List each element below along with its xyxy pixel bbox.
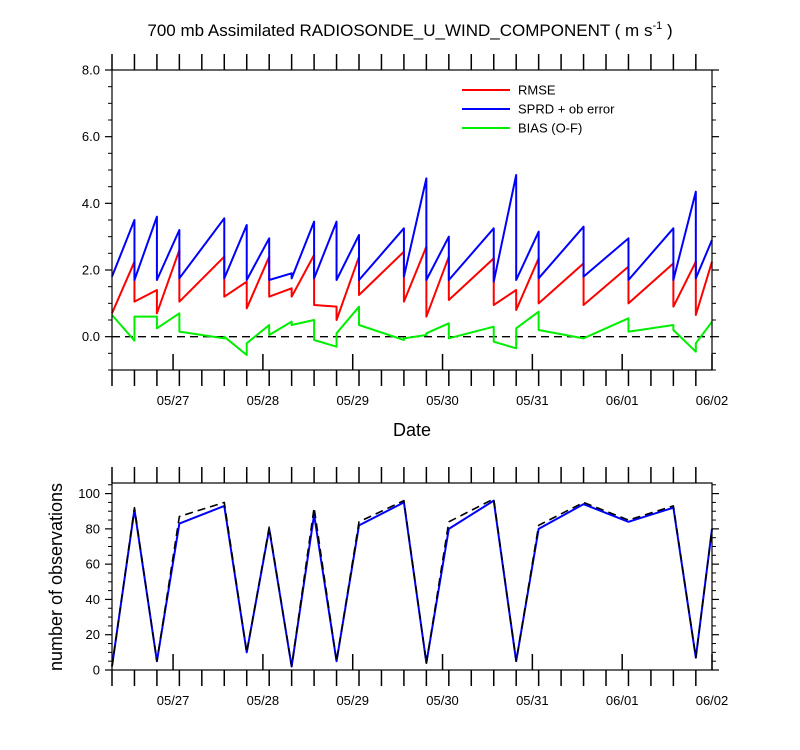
x-tick-label: 05/27 (157, 393, 190, 408)
top-x-axis: 05/27 05/28 05/29 05/30 05/31 06/01 06/02 (111, 54, 729, 408)
x-tick-label: 05/30 (426, 393, 459, 408)
bottom-y-axis: 0 20 40 60 80 100 (78, 484, 719, 678)
bottom-series-group (111, 498, 713, 668)
x-tick-label: 06/02 (696, 393, 729, 408)
x-tick-label: 05/28 (247, 393, 280, 408)
series-line-bias-o-f (111, 305, 713, 356)
legend-label: RMSE (518, 83, 556, 98)
y-tick-label: 0.0 (82, 329, 100, 344)
top-series-group (111, 174, 713, 356)
x-tick-label: 06/01 (606, 393, 639, 408)
chart-title: 700 mb Assimilated RADIOSONDE_U_WIND_COM… (147, 20, 672, 40)
legend: RMSE SPRD + ob error BIAS (O-F) (462, 83, 615, 136)
x-tick-label: 06/02 (696, 693, 729, 708)
y-tick-label: 4.0 (82, 196, 100, 211)
y-tick-label: 40 (86, 592, 100, 607)
x-tick-label: 05/28 (247, 693, 280, 708)
x-tick-label: 06/01 (606, 693, 639, 708)
x-tick-label: 05/31 (516, 393, 549, 408)
top-y-axis: 0.0 2.0 4.0 6.0 8.0 (82, 63, 719, 371)
y-tick-label: 60 (86, 557, 100, 572)
legend-label: SPRD + ob error (518, 102, 615, 117)
y-tick-label: 6.0 (82, 129, 100, 144)
series-line-possible (111, 498, 713, 668)
y-tick-label: 20 (86, 627, 100, 642)
series-line-assimilated (111, 499, 713, 668)
y-tick-label: 8.0 (82, 63, 100, 78)
y-tick-label: 100 (78, 486, 100, 501)
legend-label: BIAS (O-F) (518, 121, 582, 136)
bottom-plot-frame (111, 482, 713, 671)
x-tick-label: 05/29 (336, 393, 369, 408)
x-tick-label: 05/30 (426, 693, 459, 708)
x-tick-label: 05/31 (516, 693, 549, 708)
y-tick-label: 80 (86, 521, 100, 536)
top-plot-frame (111, 69, 713, 371)
series-line-rmse (111, 245, 713, 321)
y-tick-label: 2.0 (82, 263, 100, 278)
y-axis-title: number of observations (46, 483, 66, 671)
y-tick-label: 0 (93, 663, 100, 678)
series-line-sprd-ob-error (111, 174, 713, 283)
x-axis-title: Date (393, 420, 431, 440)
bottom-x-axis: 05/27 05/28 05/29 05/30 05/31 06/01 06/02 (111, 467, 729, 708)
x-tick-label: 05/29 (336, 693, 369, 708)
x-tick-label: 05/27 (157, 693, 190, 708)
